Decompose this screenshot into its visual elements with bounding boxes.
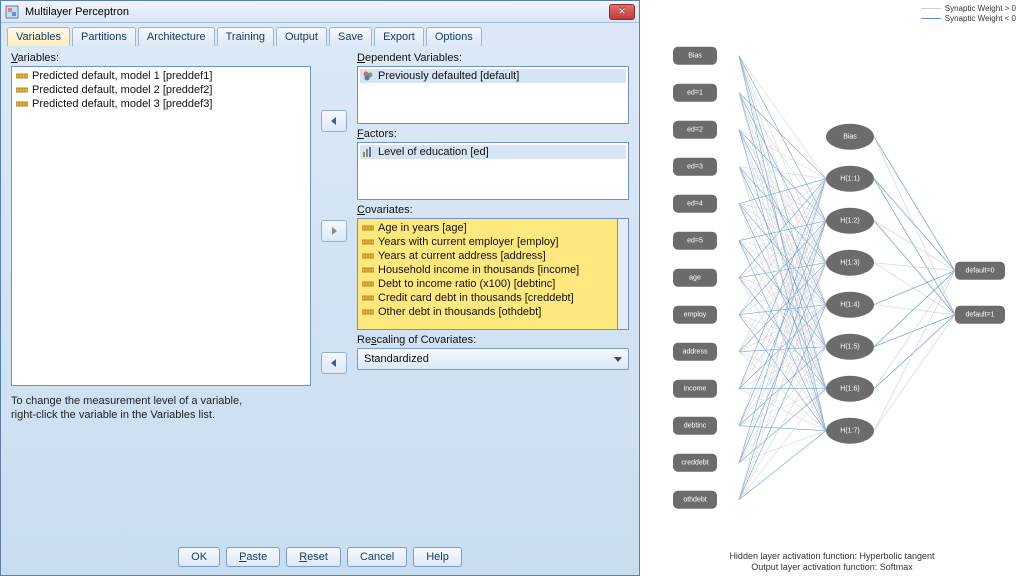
list-item[interactable]: Previously defaulted [default] xyxy=(360,69,626,83)
variables-listbox[interactable]: Predicted default, model 1 [preddef1]Pre… xyxy=(11,66,311,386)
list-item[interactable]: Age in years [age] xyxy=(360,221,615,235)
move-to-covariates-button[interactable] xyxy=(321,352,347,374)
rescaling-combo[interactable]: Standardized xyxy=(357,348,629,370)
ok-button[interactable]: OK xyxy=(178,547,220,567)
svg-text:debtinc: debtinc xyxy=(684,423,707,430)
covariates-listbox[interactable]: Age in years [age]Years with current emp… xyxy=(357,218,617,330)
covariates-scrollbar[interactable] xyxy=(617,218,629,330)
rescaling-value: Standardized xyxy=(364,353,429,365)
svg-text:ed=5: ed=5 xyxy=(687,238,703,245)
svg-text:ed=2: ed=2 xyxy=(687,127,703,134)
list-item[interactable]: Years with current employer [employ] xyxy=(360,235,615,249)
list-item[interactable]: Debt to income ratio (x100) [debtinc] xyxy=(360,277,615,291)
svg-text:employ: employ xyxy=(684,312,707,319)
tab-training[interactable]: Training xyxy=(217,27,274,46)
list-item[interactable]: Predicted default, model 2 [preddef2] xyxy=(14,83,308,97)
list-item[interactable]: Other debt in thousands [othdebt] xyxy=(360,305,615,319)
diagram-footer: Hidden layer activation function: Hyperb… xyxy=(640,551,1024,576)
svg-text:H(1:5): H(1:5) xyxy=(840,344,859,351)
network-diagram-panel: Synaptic Weight > 0 Synaptic Weight < 0 … xyxy=(640,0,1024,576)
reset-button[interactable]: Reset xyxy=(286,547,341,567)
svg-text:H(1:2): H(1:2) xyxy=(840,218,859,225)
svg-text:H(1:4): H(1:4) xyxy=(840,302,859,309)
svg-text:default=1: default=1 xyxy=(966,312,995,319)
svg-text:default=0: default=0 xyxy=(966,268,995,275)
factors-listbox[interactable]: Level of education [ed] xyxy=(357,142,629,200)
measure-icon xyxy=(362,250,374,262)
tab-partitions[interactable]: Partitions xyxy=(72,27,136,46)
svg-text:age: age xyxy=(689,275,701,282)
list-item[interactable]: Credit card debt in thousands [creddebt] xyxy=(360,291,615,305)
svg-text:H(1:3): H(1:3) xyxy=(840,260,859,267)
svg-text:H(1:7): H(1:7) xyxy=(840,428,859,435)
titlebar: Multilayer Perceptron ✕ xyxy=(1,1,639,23)
dialog-button-row: OK Paste Reset Cancel Help xyxy=(1,541,639,575)
svg-text:ed=4: ed=4 xyxy=(687,201,703,208)
list-item[interactable]: Predicted default, model 3 [preddef3] xyxy=(14,97,308,111)
measure-icon xyxy=(362,278,374,290)
svg-text:othdebt: othdebt xyxy=(683,497,706,504)
measure-icon xyxy=(362,222,374,234)
paste-button[interactable]: Paste xyxy=(226,547,280,567)
dependent-listbox[interactable]: Previously defaulted [default] xyxy=(357,66,629,124)
measure-icon xyxy=(362,292,374,304)
tab-options[interactable]: Options xyxy=(426,27,482,46)
mlp-dialog: Multilayer Perceptron ✕ VariablesPartiti… xyxy=(0,0,640,576)
panel-targets: Dependent Variables: Previously defaulte… xyxy=(357,52,629,537)
measure-icon xyxy=(362,70,374,82)
covariates-group: Covariates: Age in years [age]Years with… xyxy=(357,204,629,330)
variables-label: Variables: xyxy=(11,52,311,64)
hint-text: To change the measurement level of a var… xyxy=(11,394,311,423)
rescaling-group: Rescaling of Covariates: Standardized xyxy=(357,334,629,370)
svg-text:Bias: Bias xyxy=(688,53,702,60)
tab-architecture[interactable]: Architecture xyxy=(138,27,215,46)
svg-text:ed=1: ed=1 xyxy=(687,90,703,97)
tab-export[interactable]: Export xyxy=(374,27,424,46)
transfer-buttons-column xyxy=(319,52,349,537)
list-item[interactable]: Predicted default, model 1 [preddef1] xyxy=(14,69,308,83)
panel-variables: Variables: Predicted default, model 1 [p… xyxy=(11,52,311,537)
measure-icon xyxy=(362,236,374,248)
close-button[interactable]: ✕ xyxy=(609,4,635,20)
chevron-down-icon xyxy=(614,357,622,362)
measure-icon xyxy=(362,264,374,276)
dialog-body: Variables: Predicted default, model 1 [p… xyxy=(1,46,639,541)
weight-legend: Synaptic Weight > 0 Synaptic Weight < 0 xyxy=(640,0,1024,23)
measure-icon xyxy=(362,146,374,158)
tab-variables[interactable]: Variables xyxy=(7,27,70,46)
svg-text:H(1:1): H(1:1) xyxy=(840,176,859,183)
network-svg: Bias ed=1 ed=2 ed=3 ed=4 ed=5 age employ address… xyxy=(640,23,1024,550)
tab-save[interactable]: Save xyxy=(329,27,372,46)
list-item[interactable]: Level of education [ed] xyxy=(360,145,626,159)
dependent-group: Dependent Variables: Previously defaulte… xyxy=(357,52,629,124)
measure-icon xyxy=(16,98,28,110)
help-button[interactable]: Help xyxy=(413,547,462,567)
measure-icon xyxy=(362,306,374,318)
move-to-dependent-button[interactable] xyxy=(321,110,347,132)
svg-text:H(1:6): H(1:6) xyxy=(840,386,859,393)
covariates-label: Covariates: xyxy=(357,204,629,216)
svg-text:ed=3: ed=3 xyxy=(687,164,703,171)
measure-icon xyxy=(16,70,28,82)
rescaling-label: Rescaling of Covariates: xyxy=(357,334,629,346)
move-to-factors-button[interactable] xyxy=(321,220,347,242)
svg-text:income: income xyxy=(684,386,707,393)
cancel-button[interactable]: Cancel xyxy=(347,547,407,567)
window-title: Multilayer Perceptron xyxy=(25,6,129,18)
factors-label: Factors: xyxy=(357,128,629,140)
svg-text:address: address xyxy=(683,349,708,356)
list-item[interactable]: Years at current address [address] xyxy=(360,249,615,263)
tab-bar: VariablesPartitionsArchitectureTrainingO… xyxy=(1,23,639,46)
list-item[interactable]: Household income in thousands [income] xyxy=(360,263,615,277)
svg-text:Bias: Bias xyxy=(843,134,857,141)
tab-output[interactable]: Output xyxy=(276,27,327,46)
factors-group: Factors: Level of education [ed] xyxy=(357,128,629,200)
dependent-label: Dependent Variables: xyxy=(357,52,629,64)
svg-text:creddebt: creddebt xyxy=(681,460,708,467)
measure-icon xyxy=(16,84,28,96)
app-icon xyxy=(5,5,19,19)
